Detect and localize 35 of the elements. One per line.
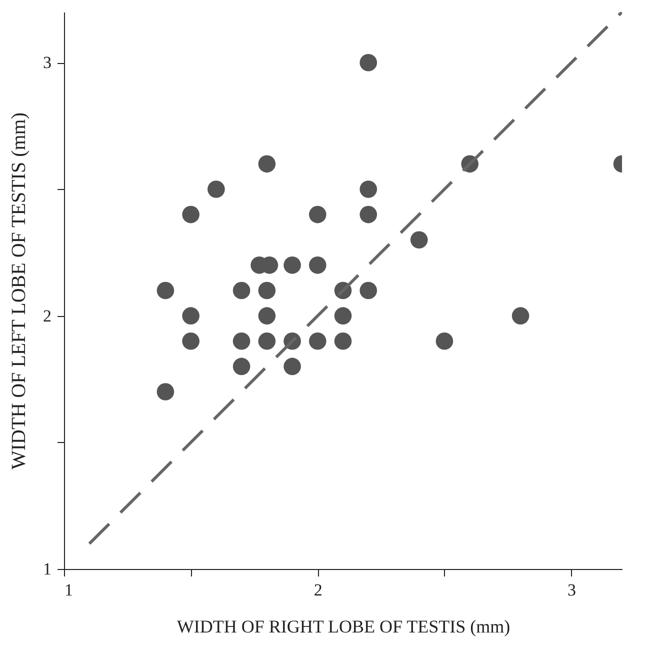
point [360, 180, 378, 198]
point [308, 206, 326, 224]
point [232, 358, 250, 376]
point [232, 282, 250, 300]
point [308, 256, 326, 274]
point [436, 332, 454, 350]
y-tick-label: 1 [43, 560, 52, 578]
point [258, 282, 276, 300]
point [360, 282, 378, 300]
x-axis-title: WIDTH OF RIGHT LOBE OF TESTIS (mm) [176, 616, 510, 636]
point [182, 332, 200, 350]
point [156, 383, 174, 400]
point [258, 332, 276, 350]
x-tick-label: 1 [64, 580, 73, 600]
point [334, 332, 352, 350]
point [182, 307, 200, 324]
y-tick-label: 3 [43, 53, 52, 72]
point [258, 155, 276, 173]
point [410, 231, 428, 249]
point [308, 332, 326, 350]
point [182, 206, 200, 224]
point [512, 307, 530, 324]
point [258, 307, 276, 324]
y-axis-title: WIDTH OF LEFT LOBE OF TESTIS (mm) [8, 112, 30, 470]
point [232, 332, 250, 350]
point [284, 256, 301, 274]
x-tick-label: 2 [314, 580, 322, 600]
point [360, 54, 378, 72]
point [334, 307, 352, 324]
point [360, 206, 378, 224]
x-tick-label: 3 [568, 580, 576, 600]
point [284, 358, 301, 376]
y-tick-label: 2 [43, 306, 52, 326]
point [156, 282, 174, 300]
point [208, 180, 225, 198]
